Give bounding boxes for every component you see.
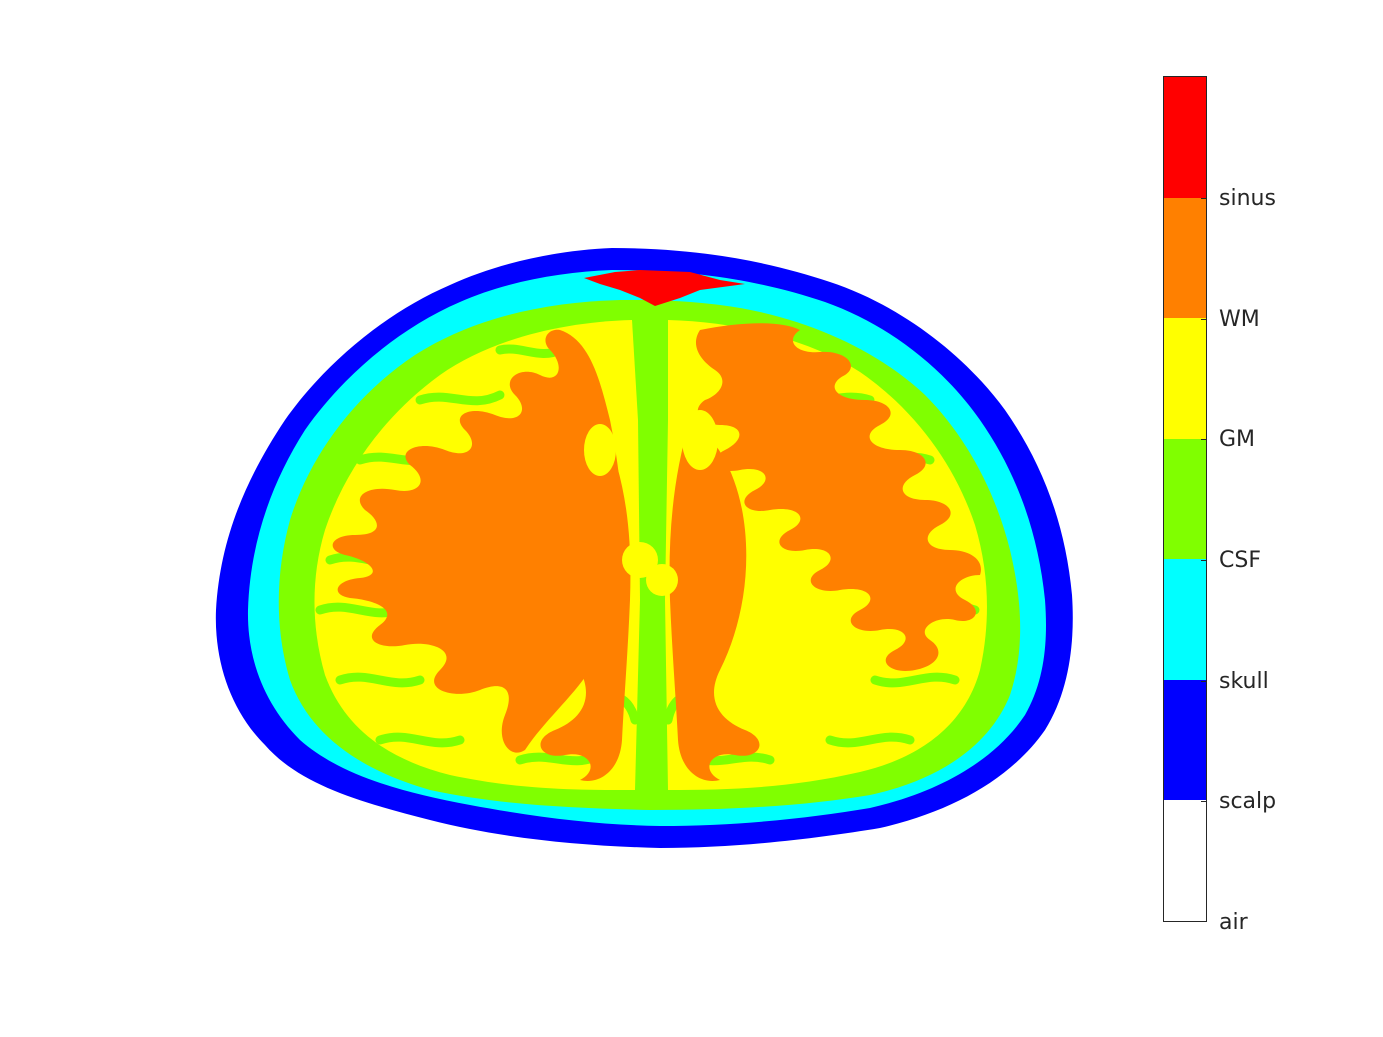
colorbar-segment-gm: [1164, 318, 1206, 439]
colorbar-tick-scalp: [1201, 801, 1207, 802]
colorbar-segment-skull: [1164, 559, 1206, 680]
colorbar-label-sinus: sinus: [1219, 186, 1276, 211]
colorbar-label-csf: CSF: [1219, 548, 1261, 573]
colorbar-label-skull: skull: [1219, 669, 1269, 694]
colorbar-tick-skull: [1201, 681, 1207, 682]
colorbar-tick-gm: [1201, 439, 1207, 440]
grey-matter-islands: [584, 410, 718, 596]
colorbar-label-air: air: [1219, 910, 1248, 935]
colorbar: [1163, 76, 1207, 922]
colorbar-segment-wm: [1164, 197, 1206, 319]
colorbar-tick-wm: [1201, 319, 1207, 320]
colorbar-segment-sinus: [1164, 77, 1206, 198]
colorbar-label-scalp: scalp: [1219, 789, 1277, 814]
colorbar-label-wm: WM: [1219, 307, 1260, 332]
colorbar-segment-scalp: [1164, 679, 1206, 801]
white-matter: [332, 323, 981, 781]
colorbar-tick-sinus: [1201, 198, 1207, 199]
colorbar-segment-air: [1164, 800, 1206, 922]
sinus-region: [584, 270, 745, 306]
colorbar-segment-csf: [1164, 438, 1206, 560]
colorbar-tick-csf: [1201, 560, 1207, 561]
colorbar-label-gm: GM: [1219, 427, 1256, 452]
